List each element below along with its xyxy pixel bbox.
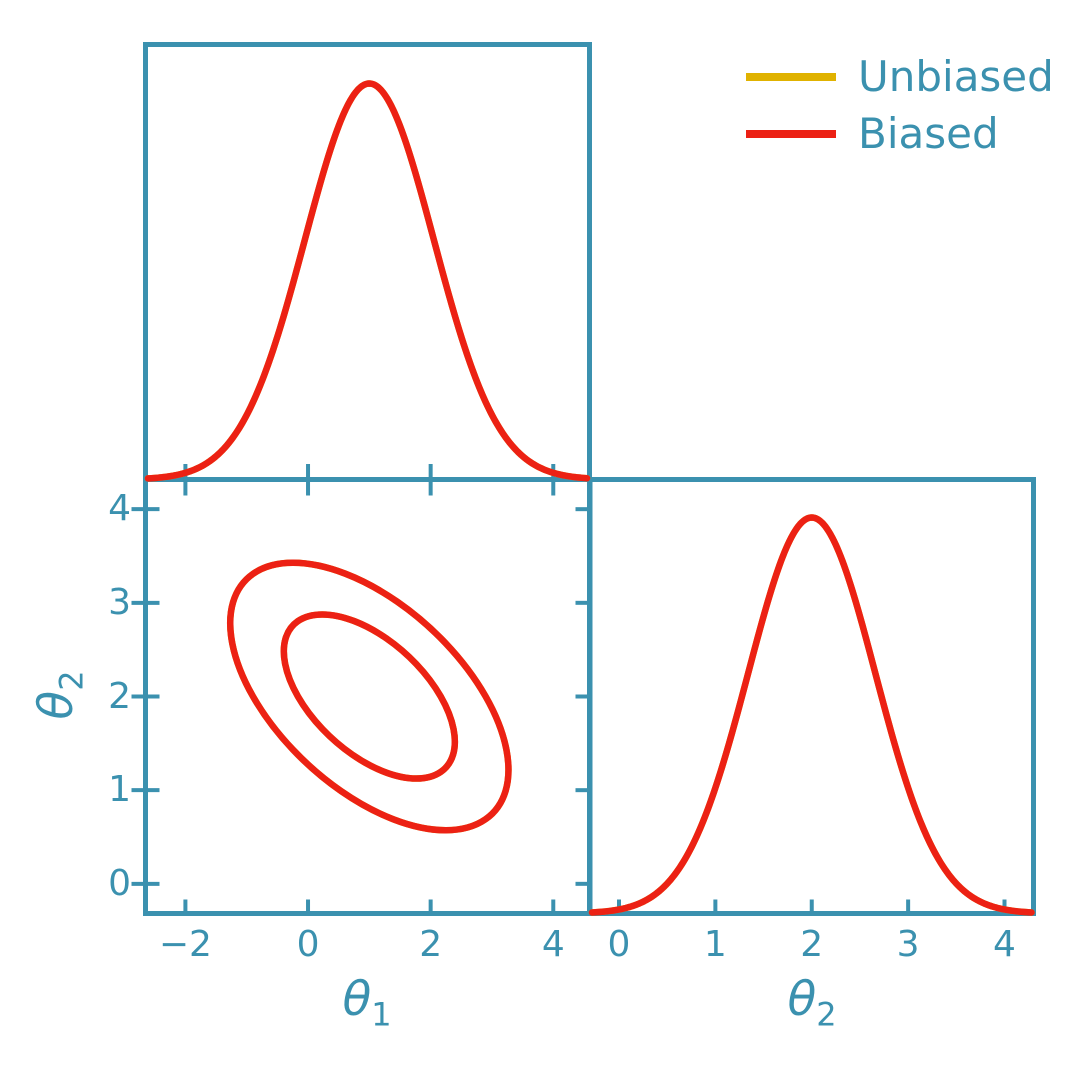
density-curve-biased-theta2-marginal [588, 514, 1035, 916]
theta1-subscript: 1 [371, 995, 392, 1034]
density-curve-unbiased-theta2-marginal [588, 514, 1035, 916]
theta2-subscript: 2 [816, 995, 837, 1034]
xtick-label-theta2-0: 0 [607, 924, 631, 965]
panel-frame-joint-theta1-theta2 [143, 477, 592, 916]
ytick-label-theta2-0: 0 [108, 862, 131, 904]
xtick-label-theta2-2: 2 [800, 924, 824, 965]
theta2-symbol: θ [787, 972, 817, 1027]
legend-label-biased: Biased [858, 109, 999, 158]
legend: Unbiased Biased [746, 48, 1054, 162]
density-curve-biased-theta1-marginal [144, 80, 591, 482]
panel-frame-theta1-marginal [143, 42, 592, 482]
theta1-symbol: θ [342, 972, 372, 1027]
xtick-label-theta1-4: 4 [541, 924, 565, 965]
panel-frame-theta2-marginal [587, 477, 1036, 916]
density-curve-unbiased-theta1-marginal [144, 80, 591, 482]
legend-label-unbiased: Unbiased [858, 52, 1054, 101]
xaxis-label-theta1: θ1 [257, 972, 477, 1030]
contour-outer-biased [205, 507, 534, 885]
xtick-label-theta1-2: 2 [419, 924, 443, 965]
legend-item-unbiased: Unbiased [746, 48, 1054, 105]
xtick-label-theta1--2: −2 [158, 924, 212, 965]
legend-line-unbiased [746, 72, 836, 81]
contour-inner-biased [268, 580, 470, 812]
ytick-label-theta2-2: 2 [108, 675, 131, 717]
xtick-label-theta2-4: 4 [993, 924, 1016, 965]
legend-item-biased: Biased [746, 105, 1054, 162]
xtick-label-theta1-0: 0 [296, 924, 320, 965]
xtick-label-theta2-1: 1 [703, 924, 727, 965]
xaxis-label-theta2: θ2 [702, 972, 922, 1030]
xtick-label-theta2-3: 3 [896, 924, 920, 965]
ytick-label-theta2-1: 1 [108, 769, 131, 811]
ytick-label-theta2-4: 4 [108, 488, 131, 530]
ytick-label-theta2-3: 3 [108, 581, 131, 623]
legend-line-biased [746, 129, 836, 138]
